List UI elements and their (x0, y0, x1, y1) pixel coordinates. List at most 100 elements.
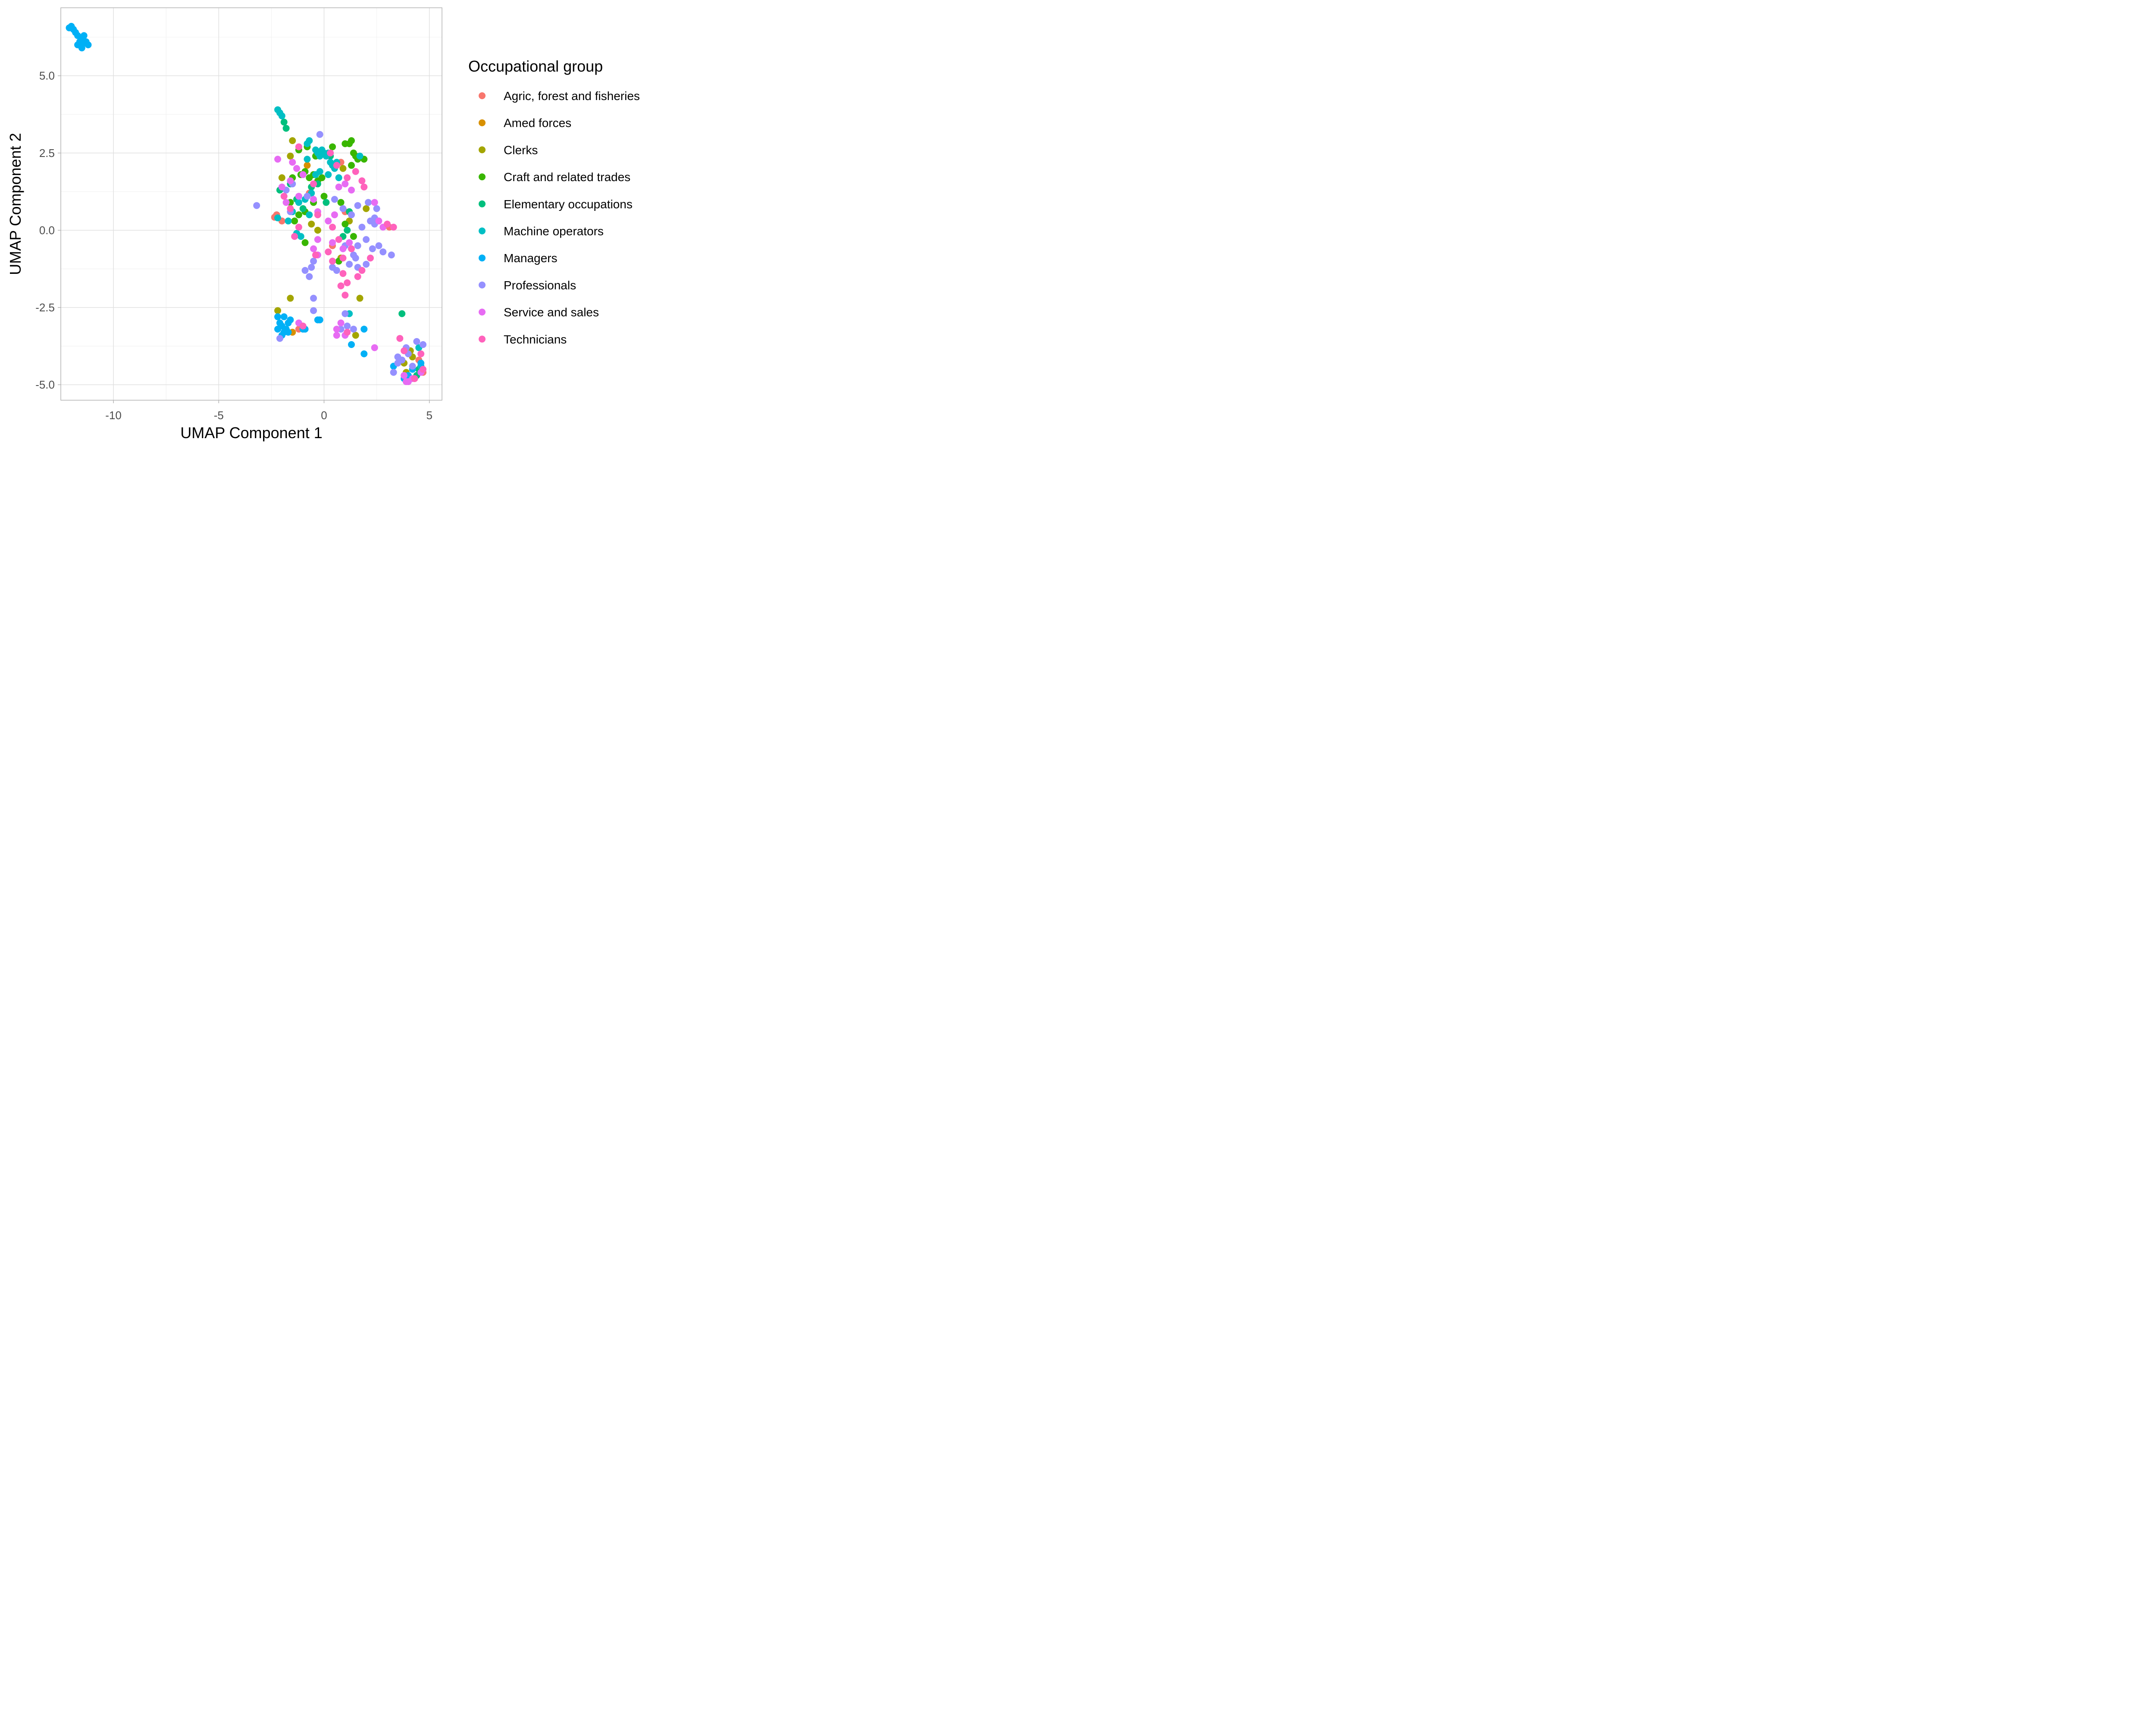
data-point (357, 153, 364, 160)
legend-key (479, 201, 486, 207)
data-point (346, 239, 353, 246)
data-point (304, 162, 310, 169)
data-point (279, 113, 285, 119)
data-point (300, 171, 307, 178)
data-point (344, 227, 351, 234)
y-tick-label: -2.5 (35, 301, 55, 314)
data-point (79, 35, 86, 42)
x-tick-label: -5 (214, 409, 224, 422)
legend-key (479, 228, 486, 235)
data-point (411, 375, 418, 382)
data-point (287, 295, 294, 302)
data-point (335, 184, 342, 191)
data-point (346, 140, 353, 147)
data-point (403, 378, 410, 385)
data-point (329, 239, 336, 246)
data-point (283, 125, 290, 132)
data-point (358, 224, 365, 231)
data-point (398, 310, 405, 317)
data-point (348, 187, 355, 194)
legend-label: Service and sales (504, 306, 599, 319)
y-tick-label: 2.5 (39, 147, 55, 160)
legend-item: Craft and related trades (479, 170, 630, 184)
data-point (358, 177, 365, 184)
y-tick-label: -5.0 (35, 378, 55, 391)
data-point (342, 180, 348, 187)
data-point (331, 196, 338, 203)
legend-label: Technicians (504, 332, 567, 346)
data-point (274, 326, 281, 332)
data-point (276, 335, 283, 342)
data-point (300, 323, 307, 329)
data-point (348, 245, 355, 252)
data-point (314, 236, 321, 243)
data-point (375, 242, 382, 249)
data-point (354, 242, 361, 249)
data-point (339, 205, 346, 212)
data-point (279, 184, 285, 191)
data-point (401, 347, 407, 354)
data-point (320, 193, 327, 200)
data-point (348, 341, 355, 348)
data-point (85, 41, 91, 48)
data-point (285, 217, 291, 224)
legend-label: Agric, forest and fisheries (504, 89, 640, 103)
data-point (279, 174, 285, 181)
data-point (417, 360, 424, 367)
data-point (291, 217, 298, 224)
data-point (310, 307, 317, 314)
legend: Occupational group Agric, forest and fis… (468, 57, 640, 346)
data-point (394, 360, 401, 367)
data-point (317, 317, 323, 323)
data-point (339, 254, 346, 261)
data-point (314, 227, 321, 234)
x-tick-label: 0 (321, 409, 327, 422)
data-point (342, 310, 348, 317)
data-point (348, 211, 355, 218)
data-point (325, 171, 332, 178)
x-axis-title: UMAP Component 1 (180, 424, 323, 442)
legend-item: Managers (479, 251, 558, 265)
data-point (338, 282, 345, 289)
data-point (344, 279, 351, 286)
data-point (295, 224, 302, 231)
data-point (344, 329, 351, 336)
data-point (333, 162, 340, 169)
data-point (312, 251, 319, 258)
data-point (360, 326, 367, 332)
legend-item: Machine operators (479, 225, 604, 238)
legend-key (479, 92, 486, 99)
legend-item: Service and sales (479, 306, 599, 319)
data-point (287, 177, 294, 184)
data-point (302, 239, 309, 246)
data-point (338, 320, 345, 326)
data-point (329, 264, 336, 271)
legend-key (479, 119, 486, 126)
y-tick-label: 0.0 (39, 224, 55, 237)
data-point (333, 326, 340, 332)
data-point (74, 41, 81, 48)
data-point (339, 165, 346, 172)
data-point (310, 180, 317, 187)
legend-label: Amed forces (504, 116, 571, 130)
data-point (375, 217, 382, 224)
legend-item: Elementary occupations (479, 198, 633, 211)
data-point (329, 143, 336, 150)
data-point (413, 338, 420, 345)
data-point (310, 196, 317, 203)
data-point (352, 254, 359, 261)
data-point (287, 205, 294, 212)
data-point (354, 273, 361, 280)
data-point (314, 211, 321, 218)
data-point (339, 270, 346, 277)
data-point (306, 273, 313, 280)
plot-panel (61, 8, 442, 400)
data-point (66, 25, 73, 31)
data-point (350, 326, 357, 332)
data-point (331, 211, 338, 218)
data-point (308, 221, 315, 228)
data-point (390, 369, 397, 376)
legend-key (479, 336, 486, 342)
data-point (352, 332, 359, 339)
data-point (253, 202, 260, 209)
